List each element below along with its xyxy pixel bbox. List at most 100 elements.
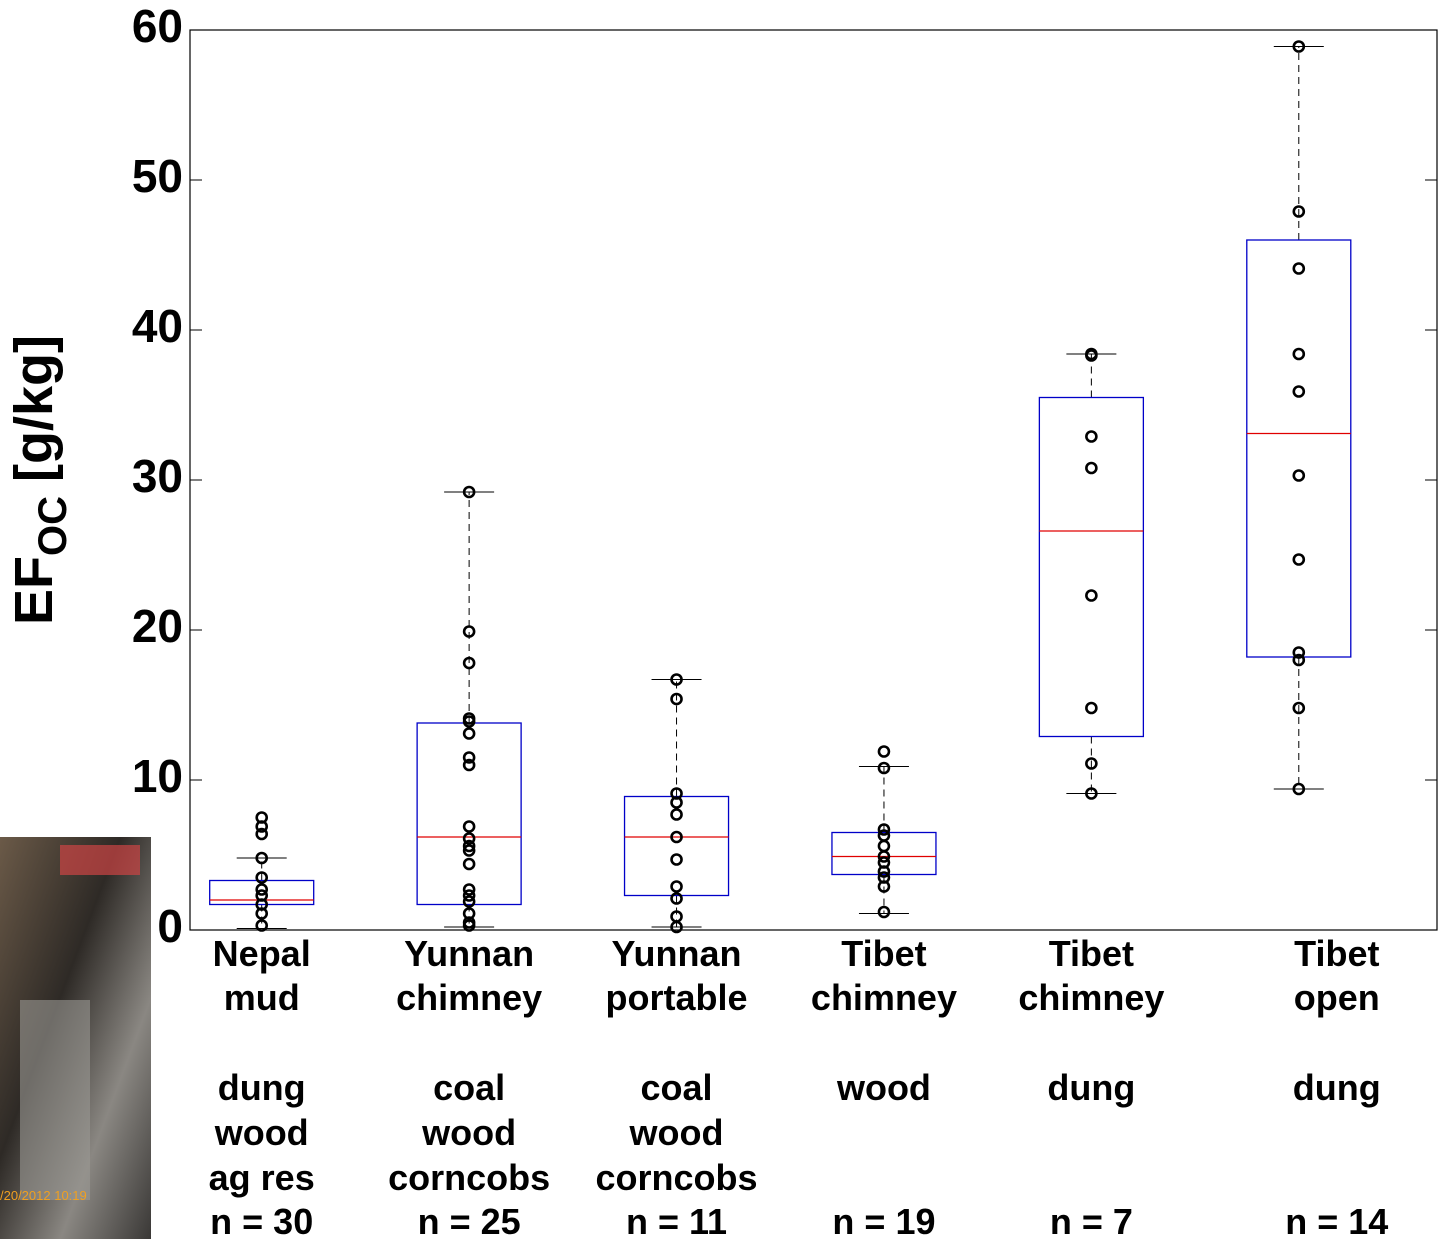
data-point bbox=[1292, 385, 1306, 398]
data-point bbox=[462, 919, 476, 932]
data-point bbox=[462, 844, 476, 857]
data-point bbox=[1292, 469, 1306, 482]
data-point bbox=[462, 883, 476, 896]
data-point bbox=[1085, 589, 1098, 602]
data-point bbox=[1085, 349, 1098, 362]
category-label: Tibet bbox=[1049, 933, 1134, 974]
data-point bbox=[877, 865, 891, 878]
box bbox=[209, 879, 315, 906]
data-point bbox=[877, 880, 891, 893]
data-point bbox=[462, 485, 476, 499]
box bbox=[1246, 239, 1352, 658]
y-tick-label: 60 bbox=[132, 0, 183, 52]
data-point bbox=[670, 692, 683, 706]
y-tick-label: 30 bbox=[132, 450, 183, 502]
data-point bbox=[1085, 430, 1098, 443]
y-tick-label: 40 bbox=[132, 300, 183, 352]
data-point bbox=[877, 761, 891, 775]
box bbox=[1038, 396, 1145, 738]
data-point bbox=[1292, 653, 1306, 667]
data-point bbox=[255, 851, 269, 865]
fuel-label: wood bbox=[836, 1067, 931, 1108]
data-point bbox=[670, 796, 683, 809]
data-point bbox=[462, 832, 476, 845]
photo-detail bbox=[60, 845, 140, 875]
fuel-label: coal bbox=[641, 1067, 713, 1108]
data-point bbox=[462, 839, 476, 853]
fuel-label: wood bbox=[214, 1112, 309, 1153]
data-point bbox=[1292, 205, 1306, 218]
data-point bbox=[1292, 646, 1306, 659]
y-tick-label: 0 bbox=[157, 900, 183, 952]
y-axis-label: EFOC [g/kg] bbox=[4, 335, 75, 625]
category-label: Nepal bbox=[213, 933, 311, 974]
n-label: n = 11 bbox=[626, 1201, 727, 1239]
data-point bbox=[1292, 553, 1306, 566]
category-label: Yunnan bbox=[404, 933, 534, 974]
data-point bbox=[670, 880, 683, 893]
photo-detail bbox=[20, 1000, 90, 1200]
data-point bbox=[462, 820, 476, 833]
category-label: portable bbox=[606, 977, 748, 1018]
fuel-label: dung bbox=[1047, 1067, 1135, 1108]
n-label: n = 19 bbox=[832, 1201, 935, 1239]
fuel-label: corncobs bbox=[388, 1157, 550, 1198]
data-point bbox=[255, 827, 269, 841]
data-point bbox=[462, 857, 476, 871]
fuel-label: dung bbox=[218, 1067, 306, 1108]
box bbox=[831, 831, 937, 876]
n-label: n = 25 bbox=[418, 1201, 521, 1239]
data-point bbox=[1292, 701, 1306, 715]
data-point bbox=[255, 820, 269, 833]
y-tick-label: 50 bbox=[132, 150, 183, 202]
n-label: n = 30 bbox=[210, 1201, 313, 1239]
y-label-sub: OC bbox=[31, 496, 75, 556]
data-point bbox=[255, 871, 269, 884]
data-point bbox=[670, 808, 683, 821]
n-label: n = 14 bbox=[1285, 1201, 1388, 1239]
fuel-label: corncobs bbox=[596, 1157, 758, 1198]
box bbox=[416, 722, 522, 906]
data-point bbox=[462, 895, 476, 908]
data-point bbox=[877, 745, 891, 758]
data-point bbox=[670, 830, 683, 844]
fuel-label: wood bbox=[421, 1112, 516, 1153]
fuel-label: dung bbox=[1293, 1067, 1381, 1108]
data-point bbox=[1085, 787, 1098, 800]
y-tick-label: 10 bbox=[132, 750, 183, 802]
category-label: chimney bbox=[1018, 977, 1164, 1018]
data-point bbox=[1085, 757, 1098, 770]
data-point bbox=[462, 715, 476, 728]
fuel-label: wood bbox=[629, 1112, 724, 1153]
category-label: Tibet bbox=[1294, 933, 1379, 974]
plot-frame bbox=[189, 29, 1438, 931]
data-point bbox=[462, 727, 476, 740]
y-label-main: EF bbox=[4, 556, 64, 625]
category-label: chimney bbox=[811, 977, 957, 1018]
data-point bbox=[877, 850, 891, 863]
data-point bbox=[255, 883, 269, 896]
data-point bbox=[877, 905, 891, 919]
fuel-label: coal bbox=[433, 1067, 505, 1108]
fuel-label: ag res bbox=[209, 1157, 315, 1198]
data-point bbox=[1292, 782, 1306, 796]
data-point bbox=[1085, 461, 1098, 475]
data-point bbox=[1292, 262, 1306, 275]
data-point bbox=[462, 751, 476, 764]
y-tick-label: 20 bbox=[132, 600, 183, 652]
category-label: chimney bbox=[396, 977, 542, 1018]
data-point bbox=[462, 656, 476, 670]
n-label: n = 7 bbox=[1050, 1201, 1133, 1239]
photo-timestamp: /20/2012 10:19 bbox=[0, 1188, 87, 1203]
data-point bbox=[670, 892, 683, 905]
data-point bbox=[255, 907, 269, 920]
data-point bbox=[877, 839, 891, 853]
category-label: Tibet bbox=[841, 933, 926, 974]
data-point bbox=[877, 823, 891, 836]
data-point bbox=[670, 853, 683, 866]
data-point bbox=[255, 919, 269, 932]
data-point bbox=[462, 625, 476, 638]
data-point bbox=[670, 673, 683, 686]
data-point bbox=[462, 758, 476, 772]
data-point bbox=[462, 889, 476, 902]
